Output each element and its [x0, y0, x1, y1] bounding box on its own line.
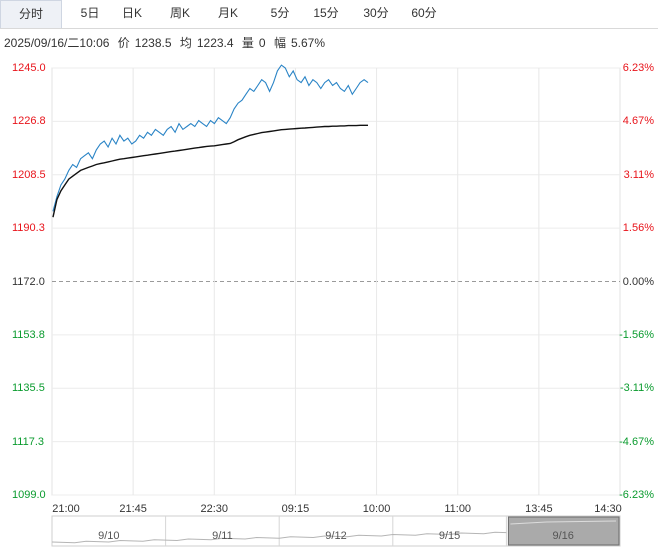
- y-tick-right: 3.11%: [623, 168, 654, 181]
- x-tick: 14:30: [594, 503, 622, 515]
- navigator-date: 9/12: [325, 530, 347, 542]
- x-tick: 22:30: [200, 503, 229, 515]
- y-tick-right: 0.00%: [622, 275, 654, 288]
- y-tick-left: 1172.0: [12, 275, 45, 288]
- x-tick: 09:15: [281, 503, 310, 515]
- y-tick-right: 6.23%: [622, 62, 654, 74]
- info-datetime: 2025/09/16/二10:06: [4, 36, 110, 50]
- x-tick: 21:45: [119, 503, 147, 515]
- y-tick-right: -3.11%: [619, 382, 654, 395]
- y-tick-left: 1099.0: [12, 489, 46, 501]
- x-tick: 21:00: [52, 503, 80, 515]
- y-tick-left: 1190.3: [12, 222, 45, 235]
- tab-8[interactable]: 60分: [411, 6, 437, 20]
- x-tick: 13:45: [525, 503, 553, 515]
- y-tick-left: 1117.3: [12, 435, 45, 448]
- navigator-trend: [51, 531, 507, 544]
- y-tick-right: 4.67%: [622, 115, 654, 128]
- tab-3[interactable]: 周K: [169, 6, 190, 20]
- navigator-date: 9/16: [552, 530, 574, 542]
- y-tick-left: 1153.8: [12, 328, 45, 341]
- average-series-line: [52, 124, 368, 218]
- tab-5[interactable]: 5分: [270, 6, 290, 20]
- info-vol: 0: [258, 36, 266, 50]
- tab-7[interactable]: 30分: [363, 6, 389, 20]
- tab-1[interactable]: 5日: [80, 6, 100, 20]
- info-price: 1238.5: [134, 36, 172, 50]
- tab-4[interactable]: 月K: [217, 6, 238, 20]
- y-tick-right: -6.23%: [619, 489, 654, 501]
- x-tick: 10:00: [362, 503, 391, 515]
- tab-0[interactable]: 分时: [0, 0, 62, 28]
- info-change-label: 幅: [273, 36, 286, 50]
- tab-2[interactable]: 日K: [121, 6, 142, 20]
- price-series-line: [52, 64, 369, 212]
- info-avg-label: 均: [179, 36, 192, 50]
- info-price-label: 价: [117, 36, 130, 50]
- chart-period-tabs: 分时 5日 日K 周K 月K 5分 15分 30分 60分: [0, 0, 658, 29]
- tab-6[interactable]: 15分: [313, 6, 339, 20]
- y-tick-right: -4.67%: [619, 435, 654, 448]
- y-tick-left: 1226.8: [12, 115, 46, 128]
- info-vol-label: 量: [241, 36, 254, 50]
- navigator-date: 9/10: [98, 530, 120, 542]
- y-tick-left: 1135.5: [12, 382, 45, 395]
- y-tick-right: 1.56%: [622, 222, 654, 235]
- info-change: 5.67%: [290, 36, 325, 50]
- info-avg: 1223.4: [196, 36, 234, 50]
- y-tick-left: 1245.0: [12, 62, 46, 74]
- x-tick: 11:00: [444, 503, 472, 515]
- navigator-date: 9/15: [438, 530, 461, 542]
- navigator-date: 9/11: [212, 530, 233, 542]
- y-tick-right: -1.56%: [619, 328, 654, 341]
- navigator-window-trend: [510, 520, 617, 525]
- y-tick-left: 1208.5: [12, 168, 46, 181]
